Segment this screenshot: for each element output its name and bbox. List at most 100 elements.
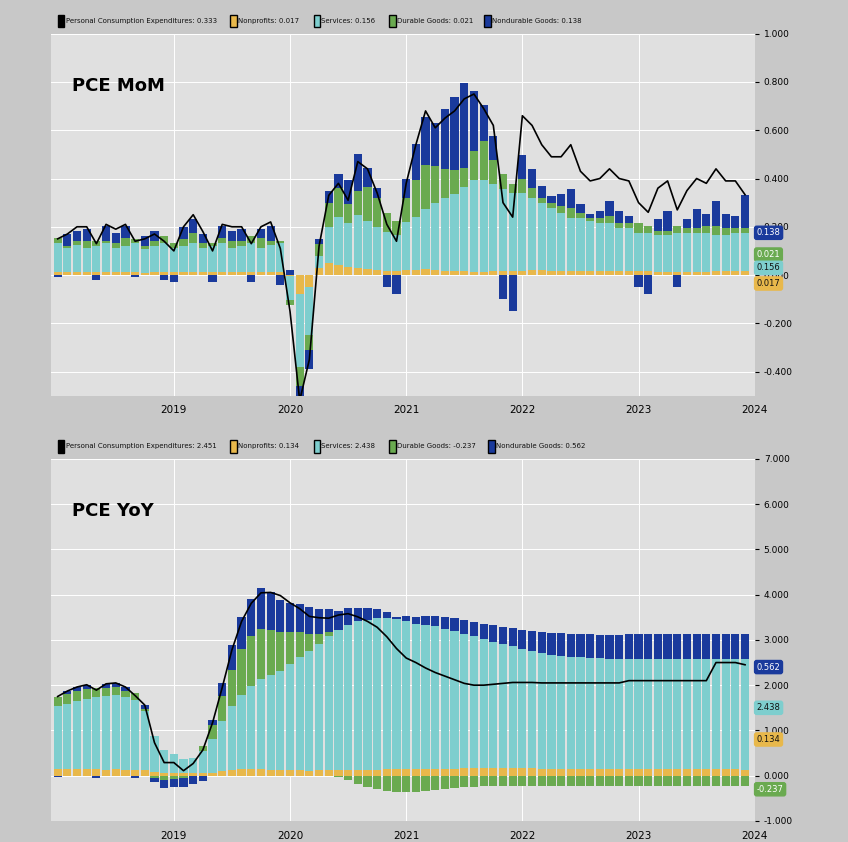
Bar	[731, 659, 739, 770]
Bar	[683, 770, 691, 775]
Bar	[663, 272, 672, 275]
Bar	[586, 775, 594, 786]
Bar	[257, 770, 265, 775]
Bar	[528, 769, 536, 775]
Bar	[450, 271, 459, 275]
Bar	[470, 180, 478, 272]
Bar	[305, 350, 314, 369]
Bar	[334, 775, 343, 776]
Bar	[170, 272, 178, 275]
Bar	[315, 256, 323, 268]
Bar	[257, 248, 265, 272]
Bar	[538, 632, 546, 653]
Bar	[412, 775, 420, 791]
Bar	[528, 775, 536, 786]
Bar	[693, 233, 700, 272]
Bar	[247, 599, 255, 636]
Bar	[305, 651, 314, 770]
Bar	[547, 208, 555, 271]
Bar	[557, 769, 566, 775]
Bar	[363, 168, 371, 187]
Bar	[102, 684, 110, 689]
FancyBboxPatch shape	[484, 14, 491, 27]
Bar	[121, 272, 130, 275]
Bar	[209, 725, 217, 738]
Bar	[741, 233, 749, 271]
Bar	[489, 136, 498, 160]
Bar	[741, 271, 749, 275]
Bar	[198, 233, 207, 243]
Bar	[518, 769, 527, 775]
Bar	[421, 209, 430, 269]
Bar	[344, 179, 352, 204]
Bar	[218, 771, 226, 775]
Bar	[566, 189, 575, 209]
Bar	[586, 635, 594, 658]
Bar	[150, 772, 159, 775]
Bar	[663, 634, 672, 659]
Bar	[102, 272, 110, 275]
Bar	[615, 636, 623, 659]
Bar	[731, 633, 739, 659]
Bar	[141, 711, 149, 770]
Bar	[634, 271, 643, 275]
Bar	[421, 269, 430, 275]
Bar	[170, 775, 178, 780]
Bar	[460, 187, 468, 271]
Bar	[198, 746, 207, 751]
Bar	[247, 243, 255, 273]
Bar	[489, 775, 498, 786]
Bar	[286, 663, 294, 770]
Bar	[673, 272, 682, 275]
Bar	[557, 213, 566, 271]
Bar	[402, 616, 410, 621]
Text: Services: 0.156: Services: 0.156	[321, 18, 376, 24]
Bar	[92, 241, 101, 246]
Bar	[605, 636, 614, 659]
Bar	[634, 770, 643, 775]
Bar	[189, 243, 198, 272]
Bar	[702, 214, 711, 226]
Bar	[180, 238, 187, 246]
Bar	[247, 685, 255, 770]
Bar	[673, 233, 682, 272]
Bar	[683, 659, 691, 770]
Bar	[112, 687, 120, 695]
Bar	[296, 605, 304, 632]
Bar	[479, 105, 488, 141]
Bar	[189, 774, 198, 775]
Bar	[363, 269, 371, 275]
Bar	[518, 179, 527, 194]
Bar	[470, 769, 478, 775]
Bar	[605, 659, 614, 770]
Bar	[683, 219, 691, 228]
Bar	[595, 658, 604, 770]
Bar	[441, 271, 449, 275]
Bar	[121, 238, 130, 246]
Bar	[693, 209, 700, 228]
Bar	[479, 769, 488, 775]
Bar	[557, 194, 566, 205]
Bar	[209, 246, 217, 273]
Bar	[296, 367, 304, 386]
Bar	[334, 217, 343, 265]
Bar	[247, 275, 255, 282]
Bar	[73, 687, 81, 690]
Bar	[170, 243, 178, 248]
Bar	[634, 223, 643, 232]
Bar	[73, 241, 81, 245]
Bar	[566, 770, 575, 775]
Bar	[266, 630, 275, 674]
Bar	[663, 211, 672, 231]
Bar	[373, 226, 382, 270]
Bar	[421, 770, 430, 775]
FancyBboxPatch shape	[314, 14, 320, 27]
Bar	[315, 643, 323, 770]
Bar	[354, 775, 362, 784]
Bar	[73, 231, 81, 241]
Bar	[538, 775, 546, 786]
Bar	[402, 270, 410, 275]
Bar	[499, 174, 507, 189]
Bar	[160, 772, 168, 775]
Bar	[73, 690, 81, 701]
